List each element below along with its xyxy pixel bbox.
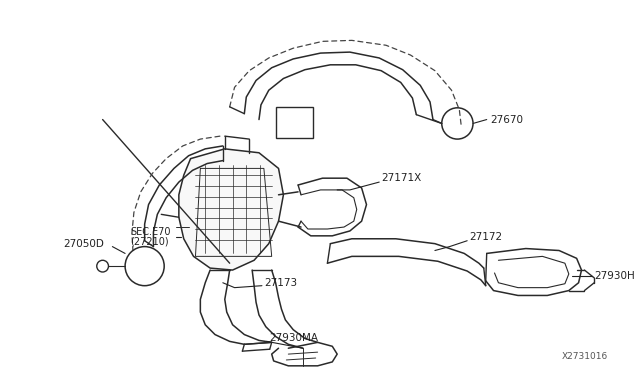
Text: 27171X: 27171X (381, 173, 421, 183)
Text: 27670: 27670 (491, 115, 524, 125)
Text: 27050D: 27050D (63, 239, 104, 248)
Bar (276, 107, 313, 138)
Text: 27173: 27173 (264, 278, 297, 288)
Text: SEC.E70: SEC.E70 (130, 227, 170, 237)
Text: X2731016: X2731016 (562, 352, 608, 360)
Text: 27930MA: 27930MA (269, 333, 318, 343)
Text: (27210): (27210) (130, 237, 168, 247)
Polygon shape (179, 149, 284, 270)
Text: 27930H: 27930H (594, 271, 635, 281)
Text: 27172: 27172 (469, 232, 502, 242)
